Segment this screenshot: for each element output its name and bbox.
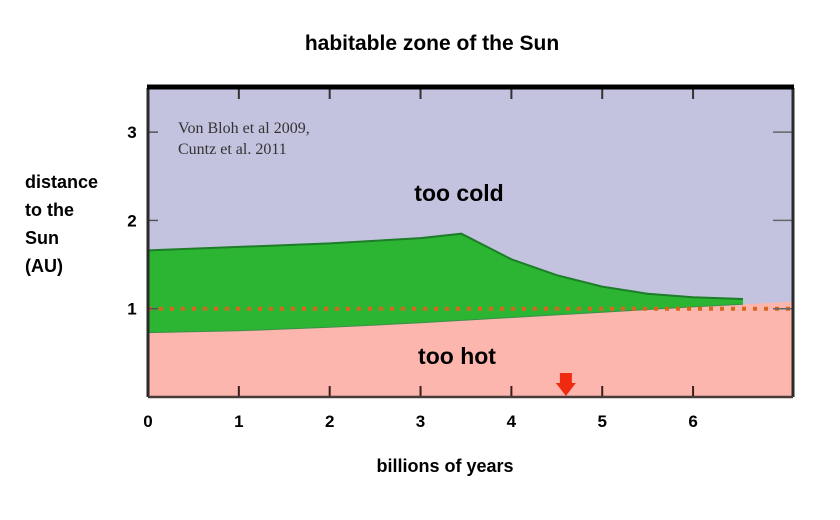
too-cold-label: too cold xyxy=(414,180,503,206)
x-axis-label: billions of years xyxy=(376,456,513,476)
y-axis-label-line-2: to the xyxy=(25,200,74,220)
y-axis-label-line-3: Sun xyxy=(25,228,59,248)
citation-line-2: Cuntz et al. 2011 xyxy=(178,141,287,158)
x-tick-label: 3 xyxy=(416,412,425,431)
citation-line-1: Von Bloh et al 2009, xyxy=(178,120,310,137)
y-axis-label-line-4: (AU) xyxy=(25,256,63,276)
too-hot-region xyxy=(148,301,793,397)
y-tick-label: 2 xyxy=(127,211,136,230)
y-axis-label-line-1: distance xyxy=(25,172,98,192)
chart-title: habitable zone of the Sun xyxy=(305,32,559,55)
y-tick-label: 1 xyxy=(127,300,136,319)
x-tick-label: 0 xyxy=(143,412,152,431)
plot-area xyxy=(146,84,795,399)
too-hot-label: too hot xyxy=(418,343,496,369)
y-tick-label: 3 xyxy=(127,123,136,142)
present-day-arrow-icon xyxy=(555,373,576,396)
x-tick-label: 6 xyxy=(688,412,697,431)
habitable-zone-area xyxy=(148,233,743,333)
x-tick-label: 4 xyxy=(507,412,517,431)
x-tick-label: 5 xyxy=(597,412,606,431)
x-tick-label: 2 xyxy=(325,412,334,431)
habitable-zone-outer-edge xyxy=(147,232,744,300)
x-tick-label: 1 xyxy=(234,412,243,431)
